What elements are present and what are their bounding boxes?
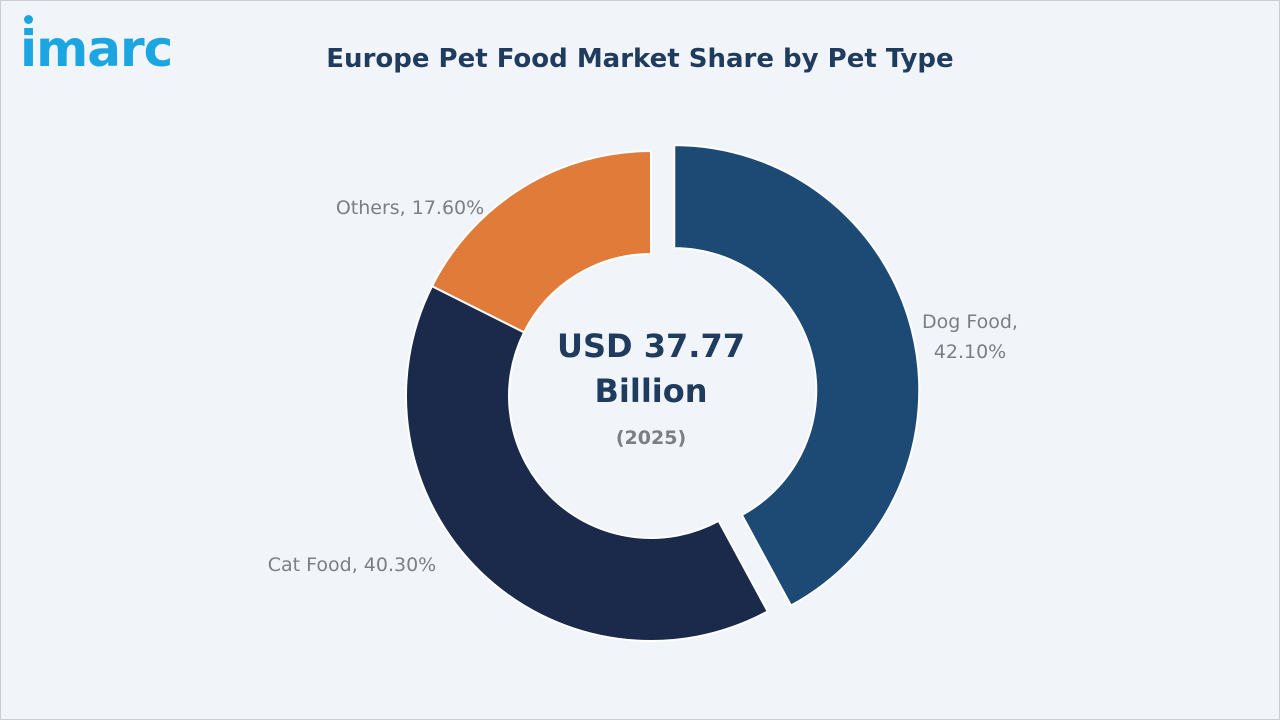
logo-text: imarc	[20, 20, 173, 78]
logo-dot-icon	[24, 15, 33, 24]
center-year: (2025)	[616, 427, 686, 449]
slice-others	[430, 149, 652, 334]
center-value-line2: Billion	[594, 372, 707, 410]
slice-label-cat-food: Cat Food, 40.30%	[268, 554, 437, 576]
center-value-line1: USD 37.77	[557, 327, 745, 365]
slice-dog-food	[673, 144, 921, 607]
slice-label-dog-food: Dog Food, 42.10%	[922, 311, 1018, 363]
slice-cat-food	[405, 284, 770, 642]
chart-title: Europe Pet Food Market Share by Pet Type	[326, 44, 954, 74]
slice-label-others: Others, 17.60%	[336, 197, 484, 219]
